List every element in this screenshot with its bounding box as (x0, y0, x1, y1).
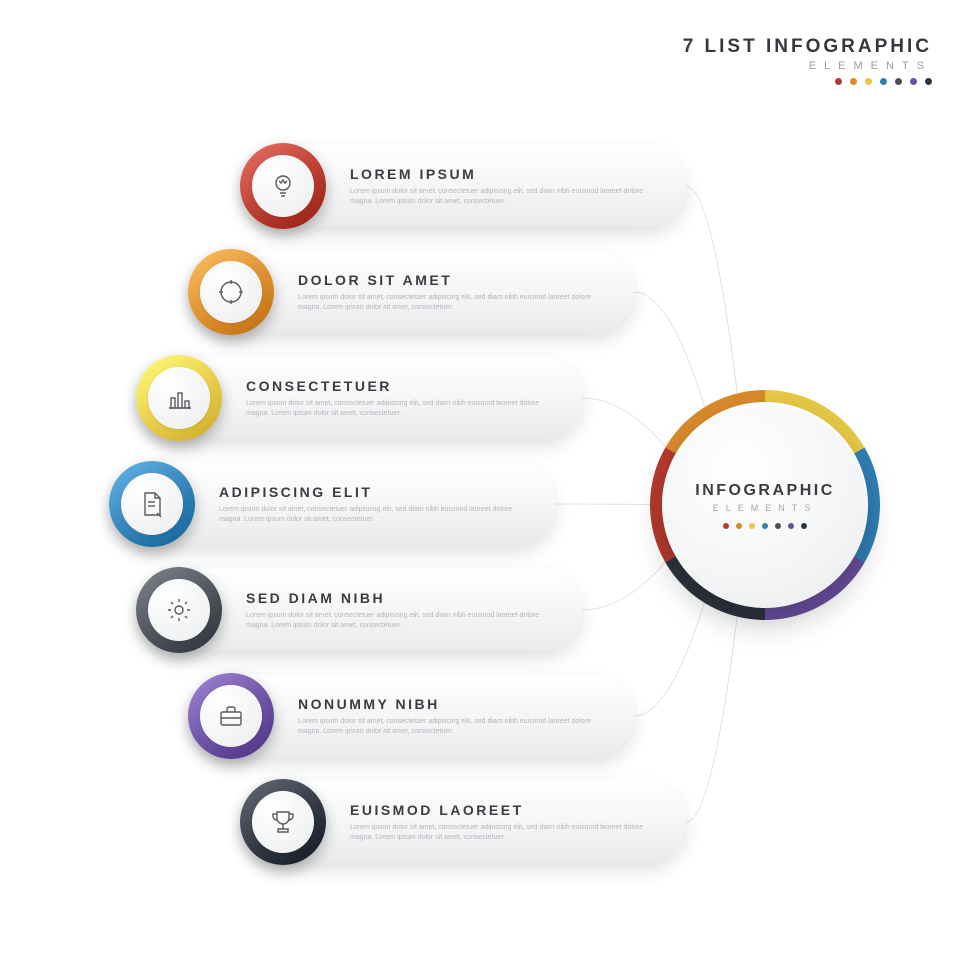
lightbulb-icon (252, 155, 314, 217)
hub-dots (723, 523, 807, 529)
list-item-body: Lorem ipsum dolor sit amet, consectetuer… (350, 187, 650, 206)
connector (634, 292, 705, 407)
list-item-title: ADIPISCING ELIT (219, 484, 531, 500)
list-item: ADIPISCING ELIT Lorem ipsum dolor sit ame… (115, 463, 555, 545)
list-item-text: DOLOR SIT AMET Lorem ipsum dolor sit amet… (298, 272, 610, 312)
palette-dot (801, 523, 807, 529)
gear-icon (148, 579, 210, 641)
list-item: NONUMMY NIBH Lorem ipsum dolor sit amet, … (194, 675, 634, 757)
list-item-text: NONUMMY NIBH Lorem ipsum dolor sit amet, … (298, 696, 610, 736)
list-item: SED DIAM NIBH Lorem ipsum dolor sit amet,… (142, 569, 582, 651)
list-item-body: Lorem ipsum dolor sit amet, consectetuer… (246, 399, 546, 418)
target-icon (200, 261, 262, 323)
trophy-badge (240, 779, 326, 865)
target-badge (188, 249, 274, 335)
infographic-canvas: LOREM IPSUM Lorem ipsum dolor sit amet, c… (0, 0, 980, 980)
list-item-title: SED DIAM NIBH (246, 590, 558, 606)
briefcase-icon (200, 685, 262, 747)
connector (686, 617, 737, 822)
palette-dot (736, 523, 742, 529)
palette-dot (723, 523, 729, 529)
palette-dot (775, 523, 781, 529)
document-badge (109, 461, 195, 547)
palette-dot (788, 523, 794, 529)
list-item-text: LOREM IPSUM Lorem ipsum dolor sit amet, c… (350, 166, 662, 206)
list-item-text: EUISMOD LAOREET Lorem ipsum dolor sit ame… (350, 802, 662, 842)
list-item: LOREM IPSUM Lorem ipsum dolor sit amet, c… (246, 145, 686, 227)
list-item-body: Lorem ipsum dolor sit amet, consectetuer… (219, 505, 519, 524)
gear-badge (136, 567, 222, 653)
list-item-title: CONSECTETUER (246, 378, 558, 394)
list-item-body: Lorem ipsum dolor sit amet, consectetuer… (350, 823, 650, 842)
bar-chart-badge (136, 355, 222, 441)
list-item-body: Lorem ipsum dolor sit amet, consectetuer… (246, 611, 546, 630)
hub-subtitle: ELEMENTS (713, 503, 818, 513)
palette-dot (762, 523, 768, 529)
list-item-text: CONSECTETUER Lorem ipsum dolor sit amet, … (246, 378, 558, 418)
list-item-text: SED DIAM NIBH Lorem ipsum dolor sit amet,… (246, 590, 558, 630)
list-item-body: Lorem ipsum dolor sit amet, consectetuer… (298, 717, 598, 736)
list-item: EUISMOD LAOREET Lorem ipsum dolor sit ame… (246, 781, 686, 863)
list-item-title: LOREM IPSUM (350, 166, 662, 182)
hub-title: INFOGRAPHIC (695, 482, 835, 500)
list-item: DOLOR SIT AMET Lorem ipsum dolor sit amet… (194, 251, 634, 333)
lightbulb-badge (240, 143, 326, 229)
connector (582, 398, 666, 447)
list-item-text: ADIPISCING ELIT Lorem ipsum dolor sit ame… (219, 484, 531, 524)
list-item-title: EUISMOD LAOREET (350, 802, 662, 818)
list-item: CONSECTETUER Lorem ipsum dolor sit amet, … (142, 357, 582, 439)
briefcase-badge (188, 673, 274, 759)
connector (634, 603, 704, 716)
connector (686, 186, 737, 393)
list-item-title: DOLOR SIT AMET (298, 272, 610, 288)
bar-chart-icon (148, 367, 210, 429)
trophy-icon (252, 791, 314, 853)
document-icon (121, 473, 183, 535)
hub-circle: INFOGRAPHIC ELEMENTS (650, 390, 880, 620)
list-item-title: NONUMMY NIBH (298, 696, 610, 712)
list-item-body: Lorem ipsum dolor sit amet, consectetuer… (298, 293, 598, 312)
palette-dot (749, 523, 755, 529)
hub-inner: INFOGRAPHIC ELEMENTS (662, 402, 868, 608)
connector (582, 562, 665, 610)
